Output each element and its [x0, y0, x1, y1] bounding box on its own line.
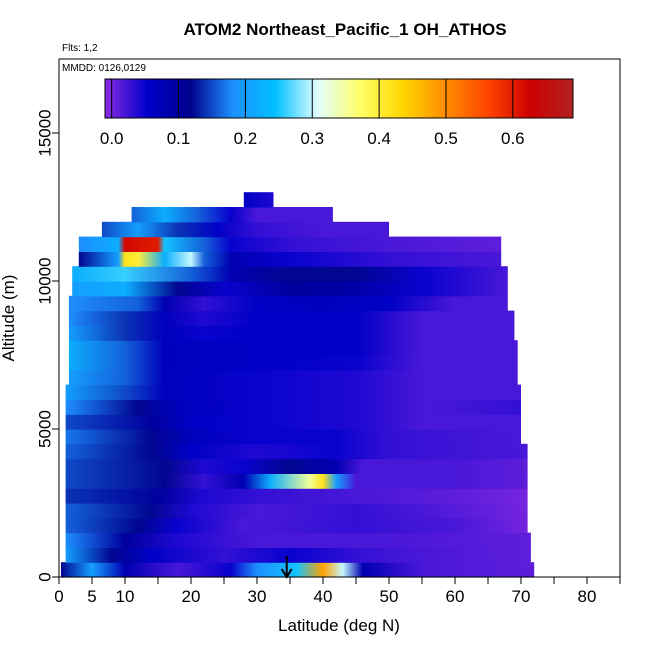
x-tick-label: 70 [512, 587, 531, 606]
heatmap-band [72, 266, 508, 282]
heatmap-band [65, 414, 521, 430]
heatmap-band [65, 532, 531, 548]
colorbar-tick-label: 0.5 [434, 129, 458, 148]
colorbar-tick-label: 0.2 [234, 129, 258, 148]
colorbar-tick-label: 0.1 [167, 129, 191, 148]
heatmap-band [65, 429, 521, 445]
heatmap-band [65, 488, 528, 504]
y-tick-label: 0 [36, 572, 55, 581]
x-tick-label: 20 [182, 587, 201, 606]
heatmap-band [65, 399, 521, 415]
y-axis-label: Altitude (m) [0, 275, 18, 362]
heatmap-band [68, 325, 515, 341]
heatmap-band [65, 384, 521, 400]
colorbar-tick-label: 0.3 [300, 129, 324, 148]
x-tick-label: 80 [578, 587, 597, 606]
colorbar-tick-label: 0.6 [501, 129, 525, 148]
y-axis: 0 5000 10000 15000 [36, 109, 59, 582]
heatmap-band [68, 355, 518, 371]
colorbar-tick-label: 0.4 [367, 129, 391, 148]
colorbar-gradient [104, 78, 574, 119]
colorbar-ticks: 0.0 0.1 0.2 0.3 0.4 0.5 0.6 [100, 79, 525, 148]
x-tick-label: 40 [314, 587, 333, 606]
heatmap-bands [60, 192, 535, 578]
heatmap-band [101, 221, 390, 238]
heatmap-band [65, 473, 528, 489]
heatmap-band [243, 192, 274, 208]
dates-label: MMDD: 0126,0129 [62, 63, 146, 74]
y-tick-label: 5000 [36, 410, 55, 448]
x-tick-label: 0 [54, 587, 63, 606]
heatmap-band [65, 547, 531, 563]
x-tick-label: 5 [87, 587, 96, 606]
x-tick-label: 10 [116, 587, 135, 606]
arrow-head [280, 568, 293, 579]
x-tick-label: 30 [248, 587, 267, 606]
y-tick-label: 10000 [36, 257, 55, 304]
x-tick-label: 50 [380, 587, 399, 606]
heatmap-band [65, 458, 528, 474]
heatmap-band [65, 503, 528, 519]
y-tick-label: 15000 [36, 109, 55, 156]
heatmap-band [68, 340, 518, 356]
latitude-arrow-marker [280, 556, 293, 579]
x-axis-label: Latitude (deg N) [278, 616, 400, 635]
heatmap-band [68, 310, 515, 326]
heatmap-band [131, 207, 333, 223]
heatmap-band [78, 236, 502, 252]
heatmap-band [65, 517, 528, 534]
heatmap-band [68, 369, 518, 386]
colorbar-tick-label: 0.0 [100, 129, 124, 148]
heatmap-band [72, 281, 508, 297]
flights-label: Flts: 1,2 [62, 43, 98, 54]
heatmap-band [60, 562, 535, 578]
heatmap-band [65, 443, 528, 460]
colorbar: 0.0 0.1 0.2 0.3 0.4 0.5 0.6 [100, 78, 574, 148]
x-axis: 0 5 10 20 30 40 50 60 70 80 [54, 576, 621, 606]
heatmap-band [68, 295, 508, 312]
heatmap-band [78, 251, 502, 267]
chart-title: ATOM2 Northeast_Pacific_1 OH_ATHOS [183, 20, 506, 39]
x-tick-label: 60 [446, 587, 465, 606]
